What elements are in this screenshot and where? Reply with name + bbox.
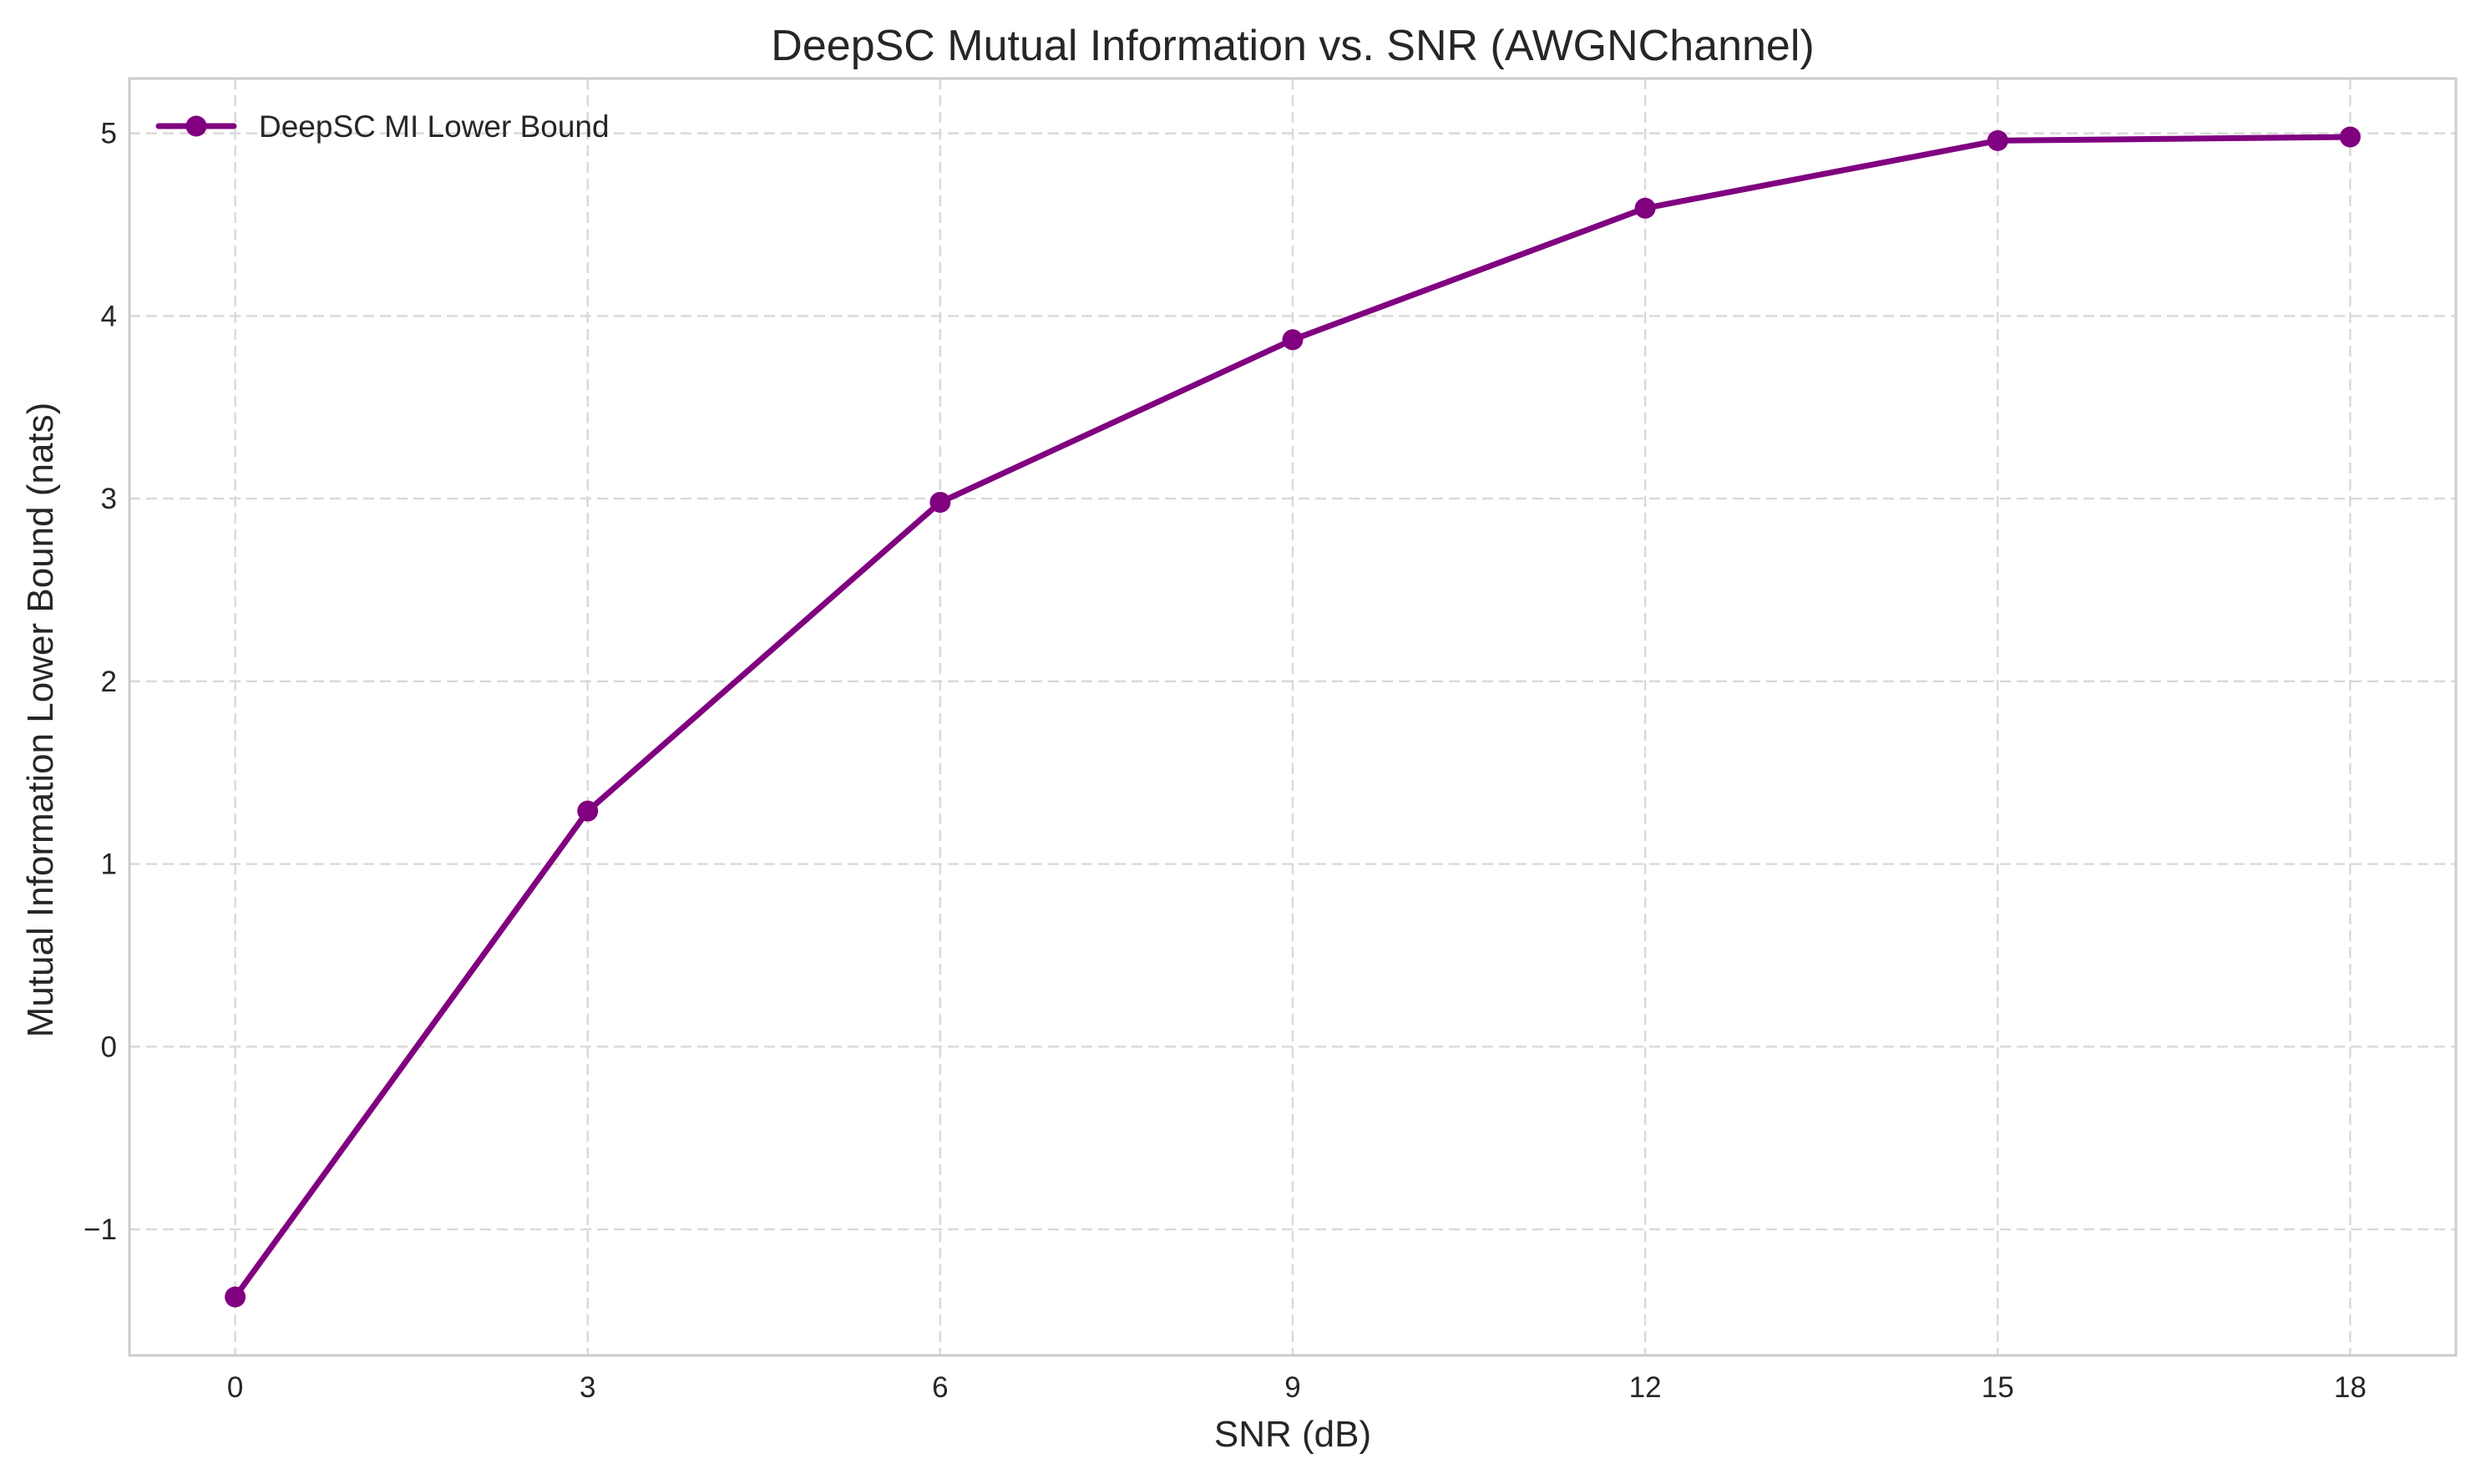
data-point [1987, 129, 2008, 151]
data-point [2339, 126, 2361, 148]
y-tick-label: −1 [84, 1213, 117, 1246]
x-axis-label: SNR (dB) [1214, 1414, 1371, 1455]
y-axis-label: Mutual Information Lower Bound (nats) [20, 403, 61, 1038]
data-point [1282, 329, 1304, 351]
chart-title: DeepSC Mutual Information vs. SNR (AWGNC… [771, 22, 1814, 70]
x-tick-label: 9 [1284, 1371, 1300, 1404]
y-tick-label: 4 [101, 300, 117, 332]
y-tick-label: 5 [101, 118, 117, 150]
x-tick-label: 3 [580, 1371, 595, 1404]
data-point [1634, 197, 1656, 219]
y-tick-label: 3 [101, 483, 117, 515]
data-point [577, 800, 599, 822]
x-tick-label: 6 [932, 1371, 948, 1404]
data-point [225, 1286, 246, 1308]
plot-frame [128, 77, 2458, 1357]
x-tick-label: 12 [1629, 1371, 1662, 1404]
legend-label: DeepSC MI Lower Bound [259, 109, 610, 144]
grid [129, 79, 2456, 1355]
legend-marker [185, 115, 207, 137]
series-layer [225, 126, 2361, 1308]
x-tick-label: 15 [1982, 1371, 2014, 1404]
x-tick-label: 18 [2334, 1371, 2367, 1404]
y-tick-label: 2 [101, 666, 117, 698]
data-point [929, 491, 951, 513]
x-tick-label: 0 [227, 1371, 243, 1404]
y-tick-label: 0 [101, 1031, 117, 1063]
legend: DeepSC MI Lower Bound [155, 109, 610, 144]
y-tick-label: 1 [101, 848, 117, 881]
